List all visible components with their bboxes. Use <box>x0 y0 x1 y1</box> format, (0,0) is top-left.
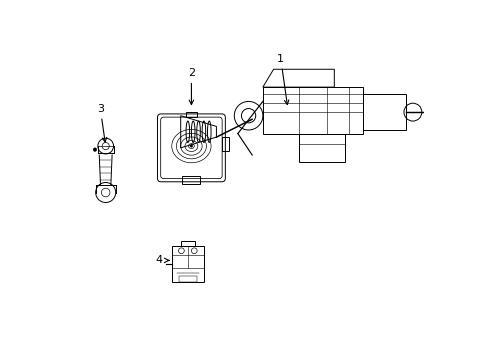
Text: 2: 2 <box>188 68 195 104</box>
Text: 3: 3 <box>97 104 107 142</box>
Circle shape <box>93 148 97 152</box>
Circle shape <box>190 145 193 147</box>
Text: 4: 4 <box>156 255 169 265</box>
Text: 1: 1 <box>277 54 289 104</box>
